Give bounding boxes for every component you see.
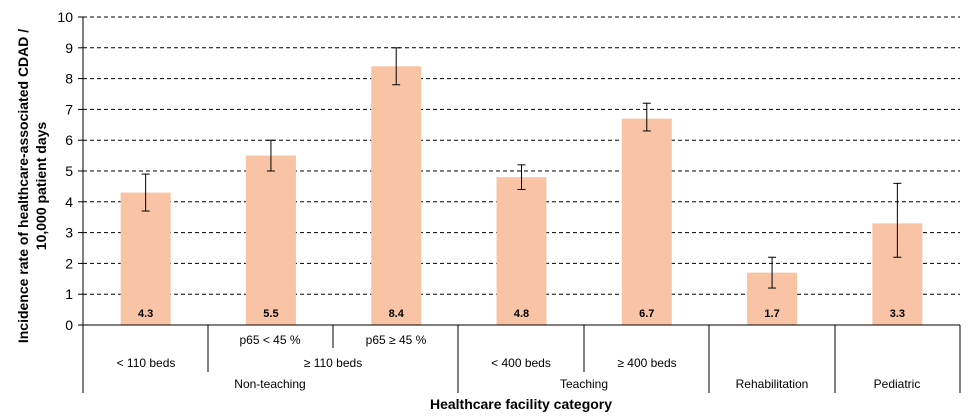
group-teaching: Teaching (560, 377, 608, 391)
y-tick-label: 0 (65, 317, 73, 333)
bar (496, 177, 547, 325)
bar (245, 155, 296, 325)
y-tick-label: 9 (65, 40, 73, 56)
data-label: 6.7 (639, 308, 654, 320)
error-bars (141, 47, 902, 289)
data-label: 4.3 (138, 308, 153, 320)
gridlines (83, 16, 960, 295)
y-tick-label: 3 (65, 225, 73, 241)
y-axis-ticks: 0 1 2 3 4 5 6 7 8 9 10 (57, 9, 83, 333)
data-label: 5.5 (263, 308, 278, 320)
data-label: 3.3 (890, 308, 905, 320)
y-tick-label: 6 (65, 132, 73, 148)
category-ge110-beds: ≥ 110 beds (304, 356, 362, 370)
data-label: 8.4 (389, 308, 405, 320)
bar (371, 66, 422, 325)
y-tick-label: 10 (57, 9, 73, 25)
bar (621, 118, 672, 325)
group-non-teaching: Non-teaching (234, 377, 305, 391)
group-pediatric: Pediatric (874, 377, 921, 391)
category-ge400-beds: ≥ 400 beds (617, 356, 676, 370)
data-label: 4.8 (514, 308, 529, 320)
subcategory-p65-low: p65 < 45 % (239, 333, 300, 347)
bars (120, 66, 923, 325)
data-label: 1.7 (764, 308, 779, 320)
subcategory-p65-high: p65 ≥ 45 % (366, 333, 427, 347)
y-tick-label: 7 (65, 101, 73, 117)
y-tick-label: 5 (65, 163, 73, 179)
y-axis-title-line1: Incidence rate of healthcare-associated … (15, 29, 31, 343)
y-tick-label: 8 (65, 71, 73, 87)
y-tick-label: 2 (65, 255, 73, 271)
data-labels: 4.3 5.5 8.4 4.8 6.7 1.7 3.3 (138, 308, 905, 320)
y-tick-label: 4 (65, 194, 73, 210)
x-axis-title: Healthcare facility category (430, 396, 612, 412)
category-lt400-beds: < 400 beds (491, 356, 551, 370)
y-tick-label: 1 (65, 286, 73, 302)
group-rehabilitation: Rehabilitation (736, 377, 809, 391)
category-axis-lines (82, 324, 961, 393)
category-lt110-beds: < 110 beds (117, 356, 176, 370)
y-axis-title-line2: 10,000 patient days (33, 122, 49, 251)
bar (120, 192, 171, 325)
